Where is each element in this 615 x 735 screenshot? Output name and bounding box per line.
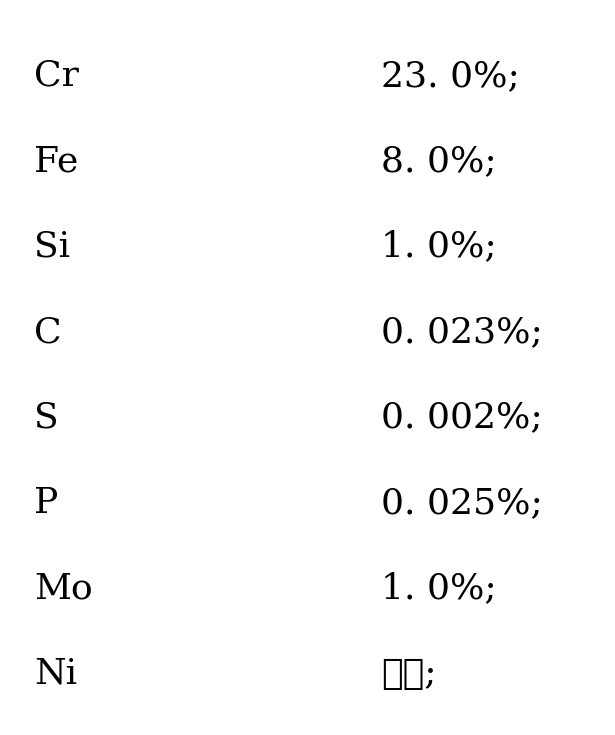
Text: S: S bbox=[34, 401, 58, 434]
Text: P: P bbox=[34, 486, 58, 520]
Text: 0. 023%;: 0. 023%; bbox=[381, 315, 543, 349]
Text: 0. 025%;: 0. 025%; bbox=[381, 486, 543, 520]
Text: 1. 0%;: 1. 0%; bbox=[381, 571, 497, 606]
Text: 8. 0%;: 8. 0%; bbox=[381, 144, 497, 179]
Text: Fe: Fe bbox=[34, 144, 78, 179]
Text: Mo: Mo bbox=[34, 571, 93, 606]
Text: 23. 0%;: 23. 0%; bbox=[381, 59, 520, 93]
Text: Cr: Cr bbox=[34, 59, 79, 93]
Text: 0. 002%;: 0. 002%; bbox=[381, 401, 543, 434]
Text: C: C bbox=[34, 315, 62, 349]
Text: 余量;: 余量; bbox=[381, 657, 437, 691]
Text: Ni: Ni bbox=[34, 657, 77, 691]
Text: 1. 0%;: 1. 0%; bbox=[381, 229, 497, 264]
Text: Si: Si bbox=[34, 229, 70, 264]
